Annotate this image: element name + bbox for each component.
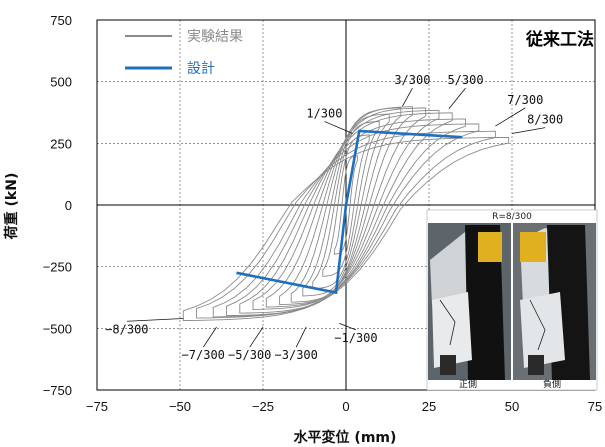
photo-caption: R=8/300 — [492, 212, 532, 222]
annotations: 1/300 3/300 5/300 7/300 8/300 −8/300 −7/300 −5/… — [105, 73, 563, 362]
photo-right-label: 負側 — [543, 378, 561, 390]
annotation-leader — [202, 326, 217, 348]
legend: 実験結果 設計 — [125, 29, 243, 77]
x-tick-label: 50 — [505, 399, 519, 414]
hysteresis-loop — [252, 109, 440, 310]
hysteresis-loop — [312, 120, 380, 290]
photo-negative-side: 負側 — [513, 223, 596, 390]
x-axis-label: 水平変位 (mm) — [294, 429, 397, 446]
x-tick-label: 0 — [342, 399, 349, 414]
annotation-label: 8/300 — [527, 113, 563, 127]
y-tick-label: −750 — [43, 383, 72, 398]
hysteresis-loop — [182, 136, 510, 321]
x-tick-label: −50 — [169, 399, 191, 414]
annotation-label: −8/300 — [105, 322, 148, 336]
y-tick-label: 500 — [50, 75, 72, 90]
annotation-label: 1/300 — [306, 106, 342, 120]
annotation-label: −7/300 — [182, 348, 225, 362]
x-tick-label: 25 — [422, 399, 436, 414]
annotation-label: 5/300 — [447, 73, 483, 87]
hysteresis-loop — [322, 134, 370, 277]
annotation-leader — [126, 318, 184, 322]
y-tick-label: 250 — [50, 136, 72, 151]
annotation-label: −3/300 — [275, 348, 318, 362]
specimen-photo: R=8/300 正側 負側 — [426, 209, 598, 391]
y-tick-label: 750 — [50, 13, 72, 28]
photo-left-label: 正側 — [459, 378, 477, 390]
design-line — [236, 129, 463, 295]
annotation-leader — [295, 326, 307, 348]
x-tick-label: −25 — [252, 399, 274, 414]
legend-label-design: 設計 — [187, 61, 215, 77]
annotation-leader — [448, 87, 466, 110]
plot-frame — [96, 19, 596, 391]
y-tick-label: −500 — [43, 321, 72, 336]
annotation-label: −5/300 — [228, 348, 271, 362]
x-tick-label: 75 — [588, 399, 602, 414]
y-tick-label: −250 — [43, 260, 72, 275]
photo-positive-side: 正側 — [428, 223, 511, 390]
annotation-leader — [511, 127, 546, 134]
annotation-leader — [339, 323, 357, 331]
y-axis-label: 荷重 (kN) — [3, 173, 20, 241]
annotation-leader — [324, 121, 353, 134]
annotation-label: −1/300 — [334, 331, 377, 345]
annotation-label: 3/300 — [394, 73, 430, 87]
legend-label-experiment: 実験結果 — [187, 29, 243, 45]
annotation-leader — [495, 107, 526, 127]
x-tick-label: −75 — [86, 399, 108, 414]
annotation-leader — [249, 326, 264, 348]
design-curve — [236, 129, 463, 295]
y-tick-label: 0 — [65, 198, 72, 213]
hysteresis-loop — [265, 107, 427, 308]
annotation-label: 7/300 — [507, 93, 543, 107]
annotation-leader — [402, 87, 413, 107]
chart-title: 従来工法 — [525, 29, 594, 50]
